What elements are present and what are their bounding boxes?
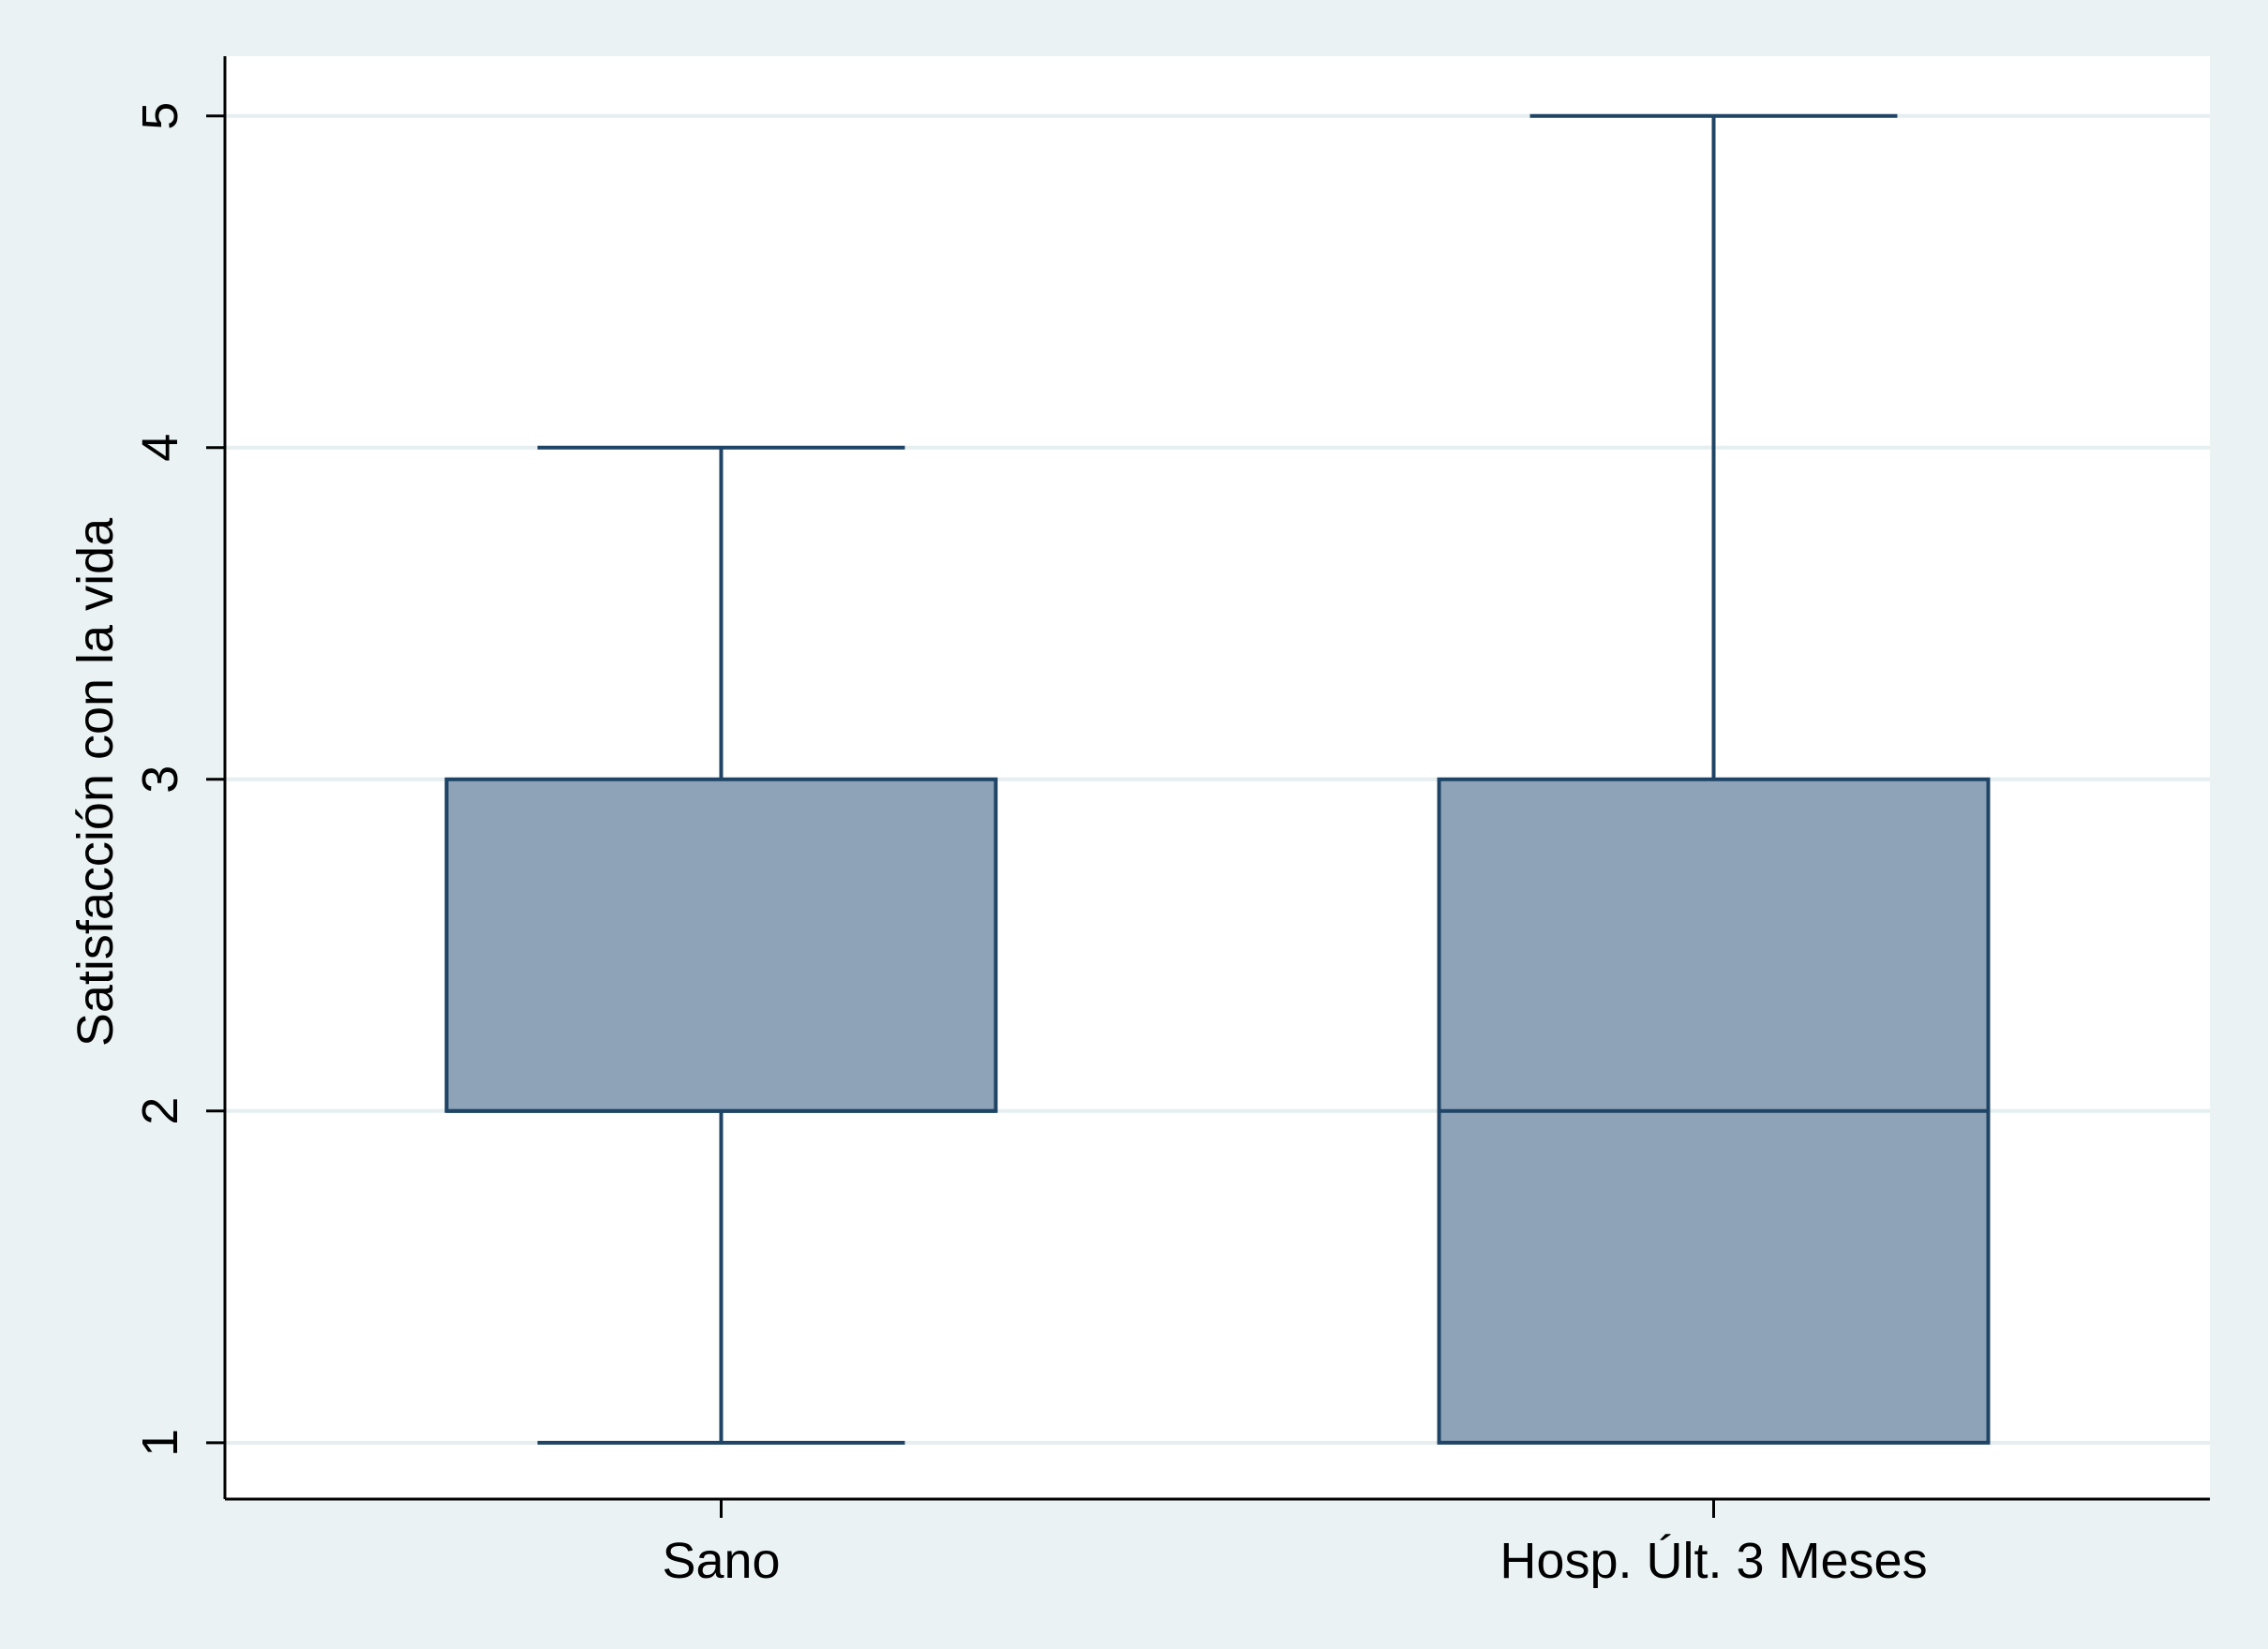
box-1 [444,445,998,1445]
x-ticks: Sano Hosp. Últ. 3 Meses [662,1499,1928,1589]
box-2 [1437,113,1991,1445]
y-tick-label: 2 [132,1097,188,1125]
x-tick-label: Hosp. Últ. 3 Meses [1500,1533,1927,1589]
y-tick-label: 5 [132,102,188,130]
y-tick-label: 4 [132,434,188,462]
y-tick-label: 1 [132,1429,188,1457]
y-tick-label: 3 [132,765,188,794]
x-tick-label: Sano [662,1533,780,1589]
y-axis-title: Satisfacción con la vida [67,517,124,1047]
boxes [444,113,1991,1445]
box-iqr [444,777,998,1113]
y-ticks: 1 2 3 4 5 [132,102,225,1457]
axes [223,56,2210,1501]
